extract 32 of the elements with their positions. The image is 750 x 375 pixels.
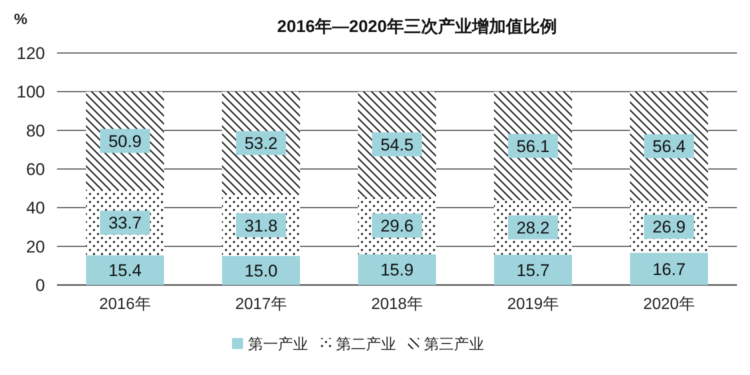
data-label: 50.9 [108,132,142,151]
x-tick-label: 2017年 [235,296,287,313]
y-tick-label: 120 [16,44,45,63]
y-axis-title: % [14,11,28,28]
y-tick-label: 40 [26,198,45,218]
x-tick-label: 2019年 [507,296,559,313]
chart-title: 2016年—2020年三次产业增加值比例 [277,17,557,36]
y-tick-label: 80 [26,121,45,140]
data-label: 33.7 [108,214,142,233]
data-label: 31.8 [244,216,278,236]
data-label: 54.5 [380,135,414,154]
y-tick-label: 20 [26,237,45,256]
x-tick-label: 2018年 [371,296,423,313]
data-label: 56.4 [652,137,686,156]
legend-label: 第一产业 [248,336,308,353]
legend-label: 第二产业 [336,336,396,353]
x-tick-label: 2016年 [99,296,151,313]
y-tick-label: 100 [16,82,45,102]
data-label: 28.2 [516,218,550,238]
data-label: 15.0 [244,262,278,280]
data-label: 15.7 [516,260,550,280]
data-label: 29.6 [380,216,414,236]
x-tick-label: 2020年 [643,296,695,313]
data-label: 15.4 [108,261,142,280]
data-label: 15.9 [380,260,414,280]
y-tick-label: 60 [26,160,45,179]
legend-label: 第三产业 [424,336,484,353]
data-label: 26.9 [652,218,686,237]
y-tick-label: 0 [36,276,45,295]
data-label: 56.1 [516,136,550,156]
data-label: 53.2 [244,134,278,154]
data-label: 16.7 [652,260,686,279]
